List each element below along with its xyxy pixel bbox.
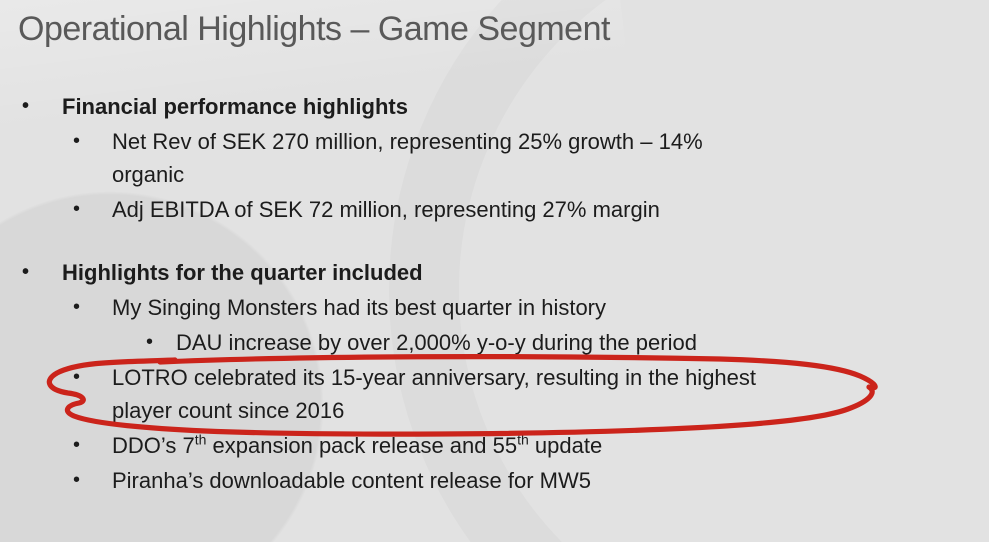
bullet-item-lotro-anniversary: • LOTRO celebrated its 15-year anniversa… [0,361,989,427]
bullet-icon: • [73,434,81,456]
bullet-text: Net Rev of SEK 270 million, representing… [112,129,703,187]
bullet-icon: • [22,261,30,283]
bullet-icon: • [73,469,81,491]
bullet-icon: • [73,366,81,388]
bullet-item-my-singing-monsters: • My Singing Monsters had its best quart… [0,291,989,324]
bullet-text: DDO’s 7th expansion pack release and 55t… [112,429,602,462]
bullet-icon: • [73,198,81,220]
bullet-item-dau-increase: • DAU increase by over 2,000% y-o-y duri… [0,326,989,359]
bullet-item-quarter-highlights: • Highlights for the quarter included [0,256,989,289]
bullet-item-financial-highlights: • Financial performance highlights [0,90,989,123]
bullet-item-ddo-expansion: • DDO’s 7th expansion pack release and 5… [0,429,989,462]
bullet-text: LOTRO celebrated its 15-year anniversary… [112,365,757,423]
bullet-item-piranha-dlc: • Piranha’s downloadable content release… [0,464,989,497]
bullet-text: DAU increase by over 2,000% y-o-y during… [176,330,697,355]
bullet-text-part: expansion pack release and 55 [206,433,518,458]
bullet-text-part: DDO’s 7 [112,433,195,458]
ordinal-superscript: th [517,431,529,448]
bullet-text: My Singing Monsters had its best quarter… [112,295,607,320]
bullet-text: Piranha’s downloadable content release f… [112,468,591,493]
ordinal-superscript: th [194,431,207,448]
slide-body: • Financial performance highlights • Net… [0,90,989,499]
bullet-icon: • [73,130,81,152]
bullet-text: Financial performance highlights [62,94,408,119]
bullet-text-part: update [528,433,603,458]
bullet-item-net-rev: • Net Rev of SEK 270 million, representi… [0,125,989,191]
slide-title: Operational Highlights – Game Segment [18,10,610,48]
bullet-text: Adj EBITDA of SEK 72 million, representi… [112,197,660,222]
bullet-icon: • [73,296,81,318]
bullet-item-adj-ebitda: • Adj EBITDA of SEK 72 million, represen… [0,193,989,226]
bullet-text: Highlights for the quarter included [62,260,423,285]
bullet-icon: • [146,331,154,353]
bullet-icon: • [22,95,30,117]
